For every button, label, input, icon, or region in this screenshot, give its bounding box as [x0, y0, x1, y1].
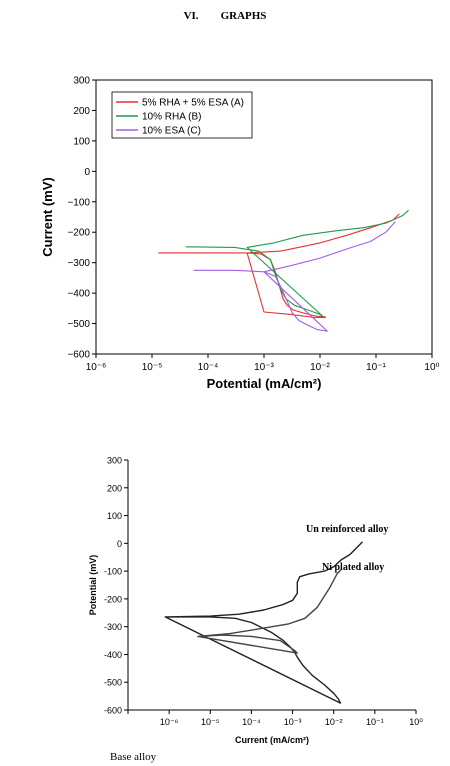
annotation-unreinforced: Un reinforced alloy — [306, 524, 388, 535]
y-tick-label: -600 — [104, 706, 122, 716]
y-tick-label: 0 — [84, 167, 90, 178]
y-tick-label: 0 — [117, 539, 122, 549]
y-tick-label: 300 — [107, 456, 122, 466]
x-tick-label: 10⁻⁵ — [142, 362, 163, 373]
y-tick-label: −200 — [67, 228, 90, 239]
y-tick-label: -500 — [104, 678, 122, 688]
legend-label: 10% RHA (B) — [142, 112, 201, 123]
x-tick-label: 10⁻⁴ — [242, 717, 261, 727]
y-tick-label: 200 — [73, 106, 90, 117]
x-tick-label: 10⁻⁶ — [86, 362, 107, 373]
y-tick-label: 100 — [107, 511, 122, 521]
annotation-ni-plated: Ni plated alloy — [322, 562, 384, 573]
series-line-2 — [185, 209, 409, 317]
x-axis-label: Potential (mA/cm²) — [207, 376, 322, 391]
legend-label: 10% ESA (C) — [142, 126, 201, 137]
x-tick-label: 10⁻¹ — [366, 717, 384, 727]
y-tick-label: -400 — [104, 650, 122, 660]
y-axis-label: Current (mV) — [40, 177, 55, 256]
x-tick-label: 10⁻¹ — [366, 362, 386, 373]
section-number: VI. — [183, 10, 199, 22]
x-tick-label: 10⁻⁵ — [201, 717, 220, 727]
y-tick-label: 100 — [73, 136, 90, 147]
y-tick-label: −600 — [67, 350, 90, 361]
x-tick-label: 10⁻⁴ — [198, 362, 219, 373]
x-tick-label: 10⁻² — [325, 717, 343, 727]
y-tick-label: -100 — [104, 567, 122, 577]
figure-caption: Base alloy — [110, 751, 157, 763]
y-tick-label: -200 — [104, 594, 122, 604]
y-tick-label: 300 — [73, 76, 90, 87]
section-title: GRAPHS — [220, 10, 267, 22]
y-axis-label: Potential (mV) — [88, 555, 98, 616]
y-tick-label: -300 — [104, 622, 122, 632]
y-tick-label: −300 — [67, 258, 90, 269]
y-tick-label: −100 — [67, 197, 90, 208]
polarization-chart-1: −600 −500 −400 −300 −200 −100 0 100 200 300 10⁻⁶ 10… — [40, 76, 440, 392]
x-tick-label: 10⁻² — [310, 362, 330, 373]
series-line-1 — [158, 213, 400, 319]
x-tick-label: 10⁻³ — [284, 717, 302, 727]
y-tick-label: 200 — [107, 483, 122, 493]
y-tick-label: −500 — [67, 319, 90, 330]
x-axis-label: Current (mA/cm²) — [235, 735, 309, 745]
series-line-2 — [197, 569, 342, 654]
legend: 5% RHA + 5% ESA (A) 10% RHA (B) 10% ESA (C… — [111, 91, 253, 139]
x-tick-label: 10⁻⁶ — [160, 717, 179, 727]
polarization-chart-2: -600 -500 -400 -300 -200 -100 0 100 200 300 10⁻⁶ 10… — [88, 456, 423, 746]
section-heading: VI. GRAPHS — [0, 10, 450, 22]
series-line-3 — [193, 221, 396, 332]
x-tick-label: 10⁰ — [424, 362, 439, 373]
x-tick-label: 10⁻³ — [254, 362, 274, 373]
series-line-1 — [164, 541, 363, 704]
y-tick-label: −400 — [67, 289, 90, 300]
legend-label: 5% RHA + 5% ESA (A) — [142, 98, 244, 109]
x-tick-label: 10⁰ — [409, 717, 423, 727]
